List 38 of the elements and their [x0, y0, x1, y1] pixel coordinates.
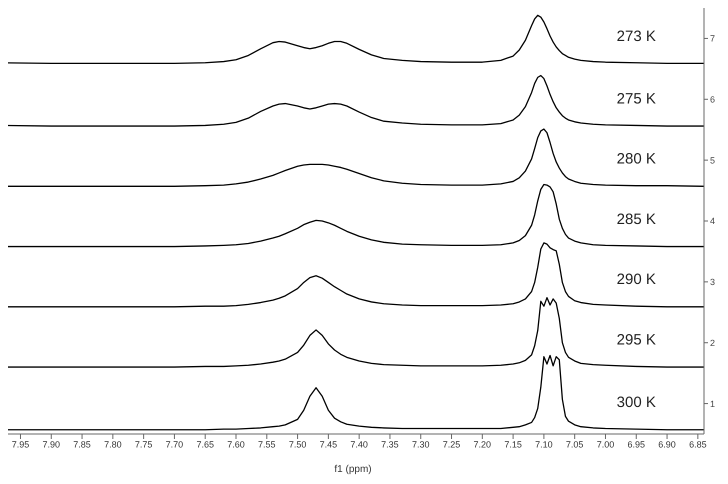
y-tick-label: 2 [710, 338, 716, 348]
x-tick-label: 7.85 [73, 439, 91, 450]
series-label: 280 K [616, 150, 656, 168]
x-tick-label: 7.55 [258, 439, 276, 450]
x-tick-label: 7.40 [350, 439, 368, 450]
x-tick-label: 7.80 [104, 439, 122, 450]
series-label: 290 K [616, 271, 656, 288]
y-tick-label: 5 [710, 155, 716, 166]
x-tick-label: 6.90 [658, 439, 676, 450]
y-tick-label: 6 [710, 94, 716, 104]
y-tick-label: 7 [710, 34, 716, 44]
x-tick-label: 7.90 [42, 439, 60, 450]
x-tick-label: 7.65 [196, 439, 214, 450]
x-tick-label: 6.85 [689, 439, 707, 450]
series-label: 273 K [616, 28, 656, 45]
x-tick-label: 7.50 [288, 439, 306, 450]
x-tick-label: 7.35 [381, 439, 399, 450]
x-tick-label: 7.30 [412, 439, 430, 450]
x-tick-label: 7.75 [134, 439, 152, 450]
x-tick-label: 7.10 [535, 439, 553, 450]
x-tick-label: 7.95 [12, 439, 30, 450]
x-tick-label: 7.00 [596, 439, 614, 450]
x-tick-label: 6.95 [628, 439, 646, 450]
y-tick-label: 1 [710, 398, 716, 409]
x-tick-label: 7.60 [227, 439, 245, 450]
series-label: 275 K [616, 90, 656, 108]
x-tick-label: 7.15 [504, 439, 522, 450]
series-label: 295 K [616, 331, 656, 348]
x-axis-title: f1 (ppm) [334, 464, 372, 475]
y-tick-label: 3 [710, 277, 716, 288]
x-tick-label: 7.05 [566, 439, 584, 450]
x-tick-label: 7.25 [442, 439, 460, 450]
series-label: 300 K [616, 394, 656, 412]
y-tick-label: 4 [710, 216, 716, 226]
x-tick-label: 7.70 [166, 439, 184, 450]
series-label: 285 K [616, 210, 656, 228]
x-tick-label: 7.45 [320, 439, 338, 450]
x-tick-label: 7.20 [474, 439, 492, 450]
